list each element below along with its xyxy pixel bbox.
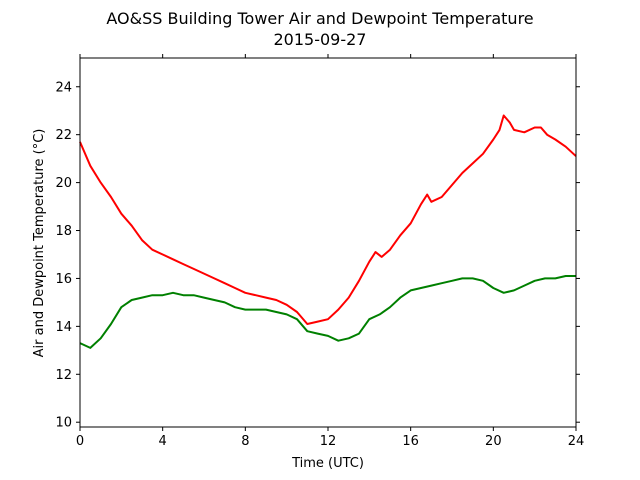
ticks-layer: 0 4 8 12 16 20 24 10 12 14 16 18 20 22 24 — [55, 54, 584, 449]
chart-subtitle: 2015-09-27 — [274, 30, 367, 49]
chart-title: AO&SS Building Tower Air and Dewpoint Te… — [106, 9, 533, 28]
x-tick-label: 4 — [159, 434, 167, 449]
series-line-1 — [79, 275, 576, 349]
y-tick-label: 18 — [55, 224, 72, 239]
plot-frame — [79, 57, 577, 428]
y-tick-label: 22 — [55, 128, 72, 143]
x-tick-label: 12 — [320, 434, 337, 449]
x-tick-label: 0 — [76, 434, 84, 449]
x-axis-label: Time (UTC) — [291, 456, 364, 471]
series-line-0 — [79, 114, 577, 325]
x-tick-label: 16 — [402, 434, 419, 449]
y-tick-label: 10 — [55, 416, 72, 431]
y-tick-label: 12 — [55, 368, 72, 383]
y-axis-label: Air and Dewpoint Temperature (°C) — [32, 129, 47, 358]
y-tick-label: 20 — [55, 176, 72, 191]
y-tick-label: 24 — [55, 80, 72, 95]
x-tick-label: 20 — [485, 434, 502, 449]
x-tick-label: 24 — [568, 434, 585, 449]
x-tick-label: 8 — [241, 434, 249, 449]
y-tick-label: 16 — [55, 272, 72, 287]
y-tick-label: 14 — [55, 320, 72, 335]
series-layer — [79, 114, 577, 349]
